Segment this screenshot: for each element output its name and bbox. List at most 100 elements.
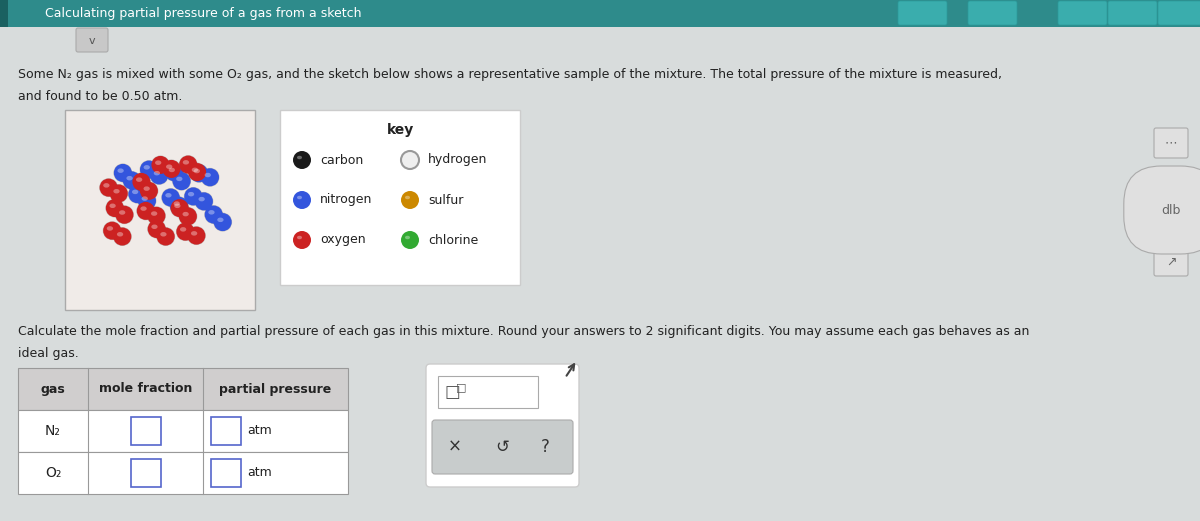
- Ellipse shape: [194, 192, 212, 210]
- Text: atm: atm: [247, 425, 271, 438]
- Ellipse shape: [198, 197, 205, 201]
- Ellipse shape: [209, 210, 215, 215]
- Circle shape: [401, 151, 419, 169]
- Ellipse shape: [109, 184, 128, 203]
- FancyBboxPatch shape: [18, 368, 348, 410]
- Ellipse shape: [179, 207, 197, 226]
- Ellipse shape: [154, 171, 160, 176]
- Ellipse shape: [106, 199, 125, 217]
- Ellipse shape: [190, 164, 209, 183]
- Ellipse shape: [107, 226, 113, 231]
- Ellipse shape: [136, 178, 143, 182]
- Text: N₂: N₂: [46, 424, 61, 438]
- FancyBboxPatch shape: [898, 1, 947, 25]
- Text: Calculating partial pressure of a gas from a sketch: Calculating partial pressure of a gas fr…: [46, 7, 361, 20]
- Ellipse shape: [132, 172, 151, 191]
- Ellipse shape: [406, 235, 410, 239]
- Ellipse shape: [113, 227, 132, 246]
- Ellipse shape: [179, 156, 197, 173]
- Ellipse shape: [148, 220, 166, 238]
- Ellipse shape: [205, 206, 223, 224]
- Ellipse shape: [179, 155, 198, 174]
- Ellipse shape: [176, 222, 194, 241]
- Ellipse shape: [132, 190, 138, 194]
- Ellipse shape: [298, 235, 302, 239]
- FancyBboxPatch shape: [1158, 1, 1200, 25]
- FancyBboxPatch shape: [438, 376, 538, 408]
- Ellipse shape: [137, 202, 155, 220]
- Ellipse shape: [139, 160, 158, 179]
- FancyBboxPatch shape: [968, 1, 1018, 25]
- Ellipse shape: [193, 169, 200, 173]
- Ellipse shape: [170, 199, 188, 217]
- Ellipse shape: [161, 232, 167, 237]
- Ellipse shape: [100, 179, 118, 196]
- Text: Some N₂ gas is mixed with some O₂ gas, and the sketch below shows a representati: Some N₂ gas is mixed with some O₂ gas, a…: [18, 68, 1002, 81]
- Ellipse shape: [162, 159, 181, 178]
- Ellipse shape: [151, 225, 157, 229]
- Text: mole fraction: mole fraction: [98, 382, 192, 395]
- FancyBboxPatch shape: [280, 110, 520, 285]
- Ellipse shape: [176, 177, 182, 181]
- Ellipse shape: [106, 199, 124, 217]
- Ellipse shape: [217, 218, 223, 222]
- Circle shape: [293, 231, 311, 249]
- Ellipse shape: [170, 197, 188, 215]
- Ellipse shape: [169, 196, 188, 215]
- Ellipse shape: [173, 172, 191, 190]
- Ellipse shape: [214, 213, 232, 231]
- Text: chlorine: chlorine: [428, 233, 479, 246]
- Ellipse shape: [144, 187, 150, 191]
- Text: v: v: [89, 36, 95, 46]
- FancyBboxPatch shape: [432, 420, 574, 474]
- Ellipse shape: [166, 163, 184, 181]
- Ellipse shape: [406, 196, 410, 199]
- Text: dlb: dlb: [1162, 204, 1181, 217]
- Ellipse shape: [118, 168, 124, 173]
- Ellipse shape: [148, 207, 166, 225]
- Text: sulfur: sulfur: [428, 193, 463, 206]
- Ellipse shape: [202, 168, 220, 187]
- Text: O₂: O₂: [44, 466, 61, 480]
- Ellipse shape: [182, 160, 190, 165]
- Ellipse shape: [115, 206, 133, 224]
- Ellipse shape: [188, 192, 194, 196]
- Circle shape: [401, 231, 419, 249]
- Ellipse shape: [180, 227, 186, 232]
- Ellipse shape: [114, 164, 132, 182]
- Ellipse shape: [188, 163, 206, 181]
- Ellipse shape: [138, 191, 156, 210]
- Ellipse shape: [103, 221, 121, 240]
- Text: ?: ?: [540, 438, 550, 456]
- Ellipse shape: [150, 166, 168, 184]
- Ellipse shape: [142, 196, 148, 201]
- Ellipse shape: [148, 219, 166, 239]
- Text: hydrogen: hydrogen: [428, 154, 487, 167]
- Ellipse shape: [164, 163, 184, 182]
- Ellipse shape: [103, 183, 109, 188]
- Ellipse shape: [109, 204, 115, 208]
- Ellipse shape: [172, 172, 191, 191]
- Text: Calculate the mole fraction and partial pressure of each gas in this mixture. Ro: Calculate the mole fraction and partial …: [18, 325, 1030, 338]
- Ellipse shape: [187, 163, 206, 181]
- FancyBboxPatch shape: [426, 364, 580, 487]
- Ellipse shape: [298, 196, 302, 199]
- Ellipse shape: [156, 227, 175, 246]
- Text: □: □: [456, 382, 467, 392]
- Ellipse shape: [115, 205, 134, 224]
- FancyBboxPatch shape: [0, 0, 1200, 27]
- Ellipse shape: [179, 207, 197, 226]
- Ellipse shape: [151, 212, 157, 216]
- Text: key: key: [386, 123, 414, 137]
- Ellipse shape: [190, 164, 208, 182]
- Text: ↺: ↺: [496, 438, 509, 456]
- Ellipse shape: [185, 188, 203, 205]
- FancyBboxPatch shape: [18, 410, 348, 452]
- Ellipse shape: [132, 173, 150, 191]
- Ellipse shape: [113, 189, 120, 193]
- Ellipse shape: [113, 228, 131, 245]
- Text: carbon: carbon: [320, 154, 364, 167]
- Ellipse shape: [298, 156, 302, 159]
- Text: ⋯: ⋯: [1165, 137, 1177, 150]
- Ellipse shape: [191, 231, 197, 235]
